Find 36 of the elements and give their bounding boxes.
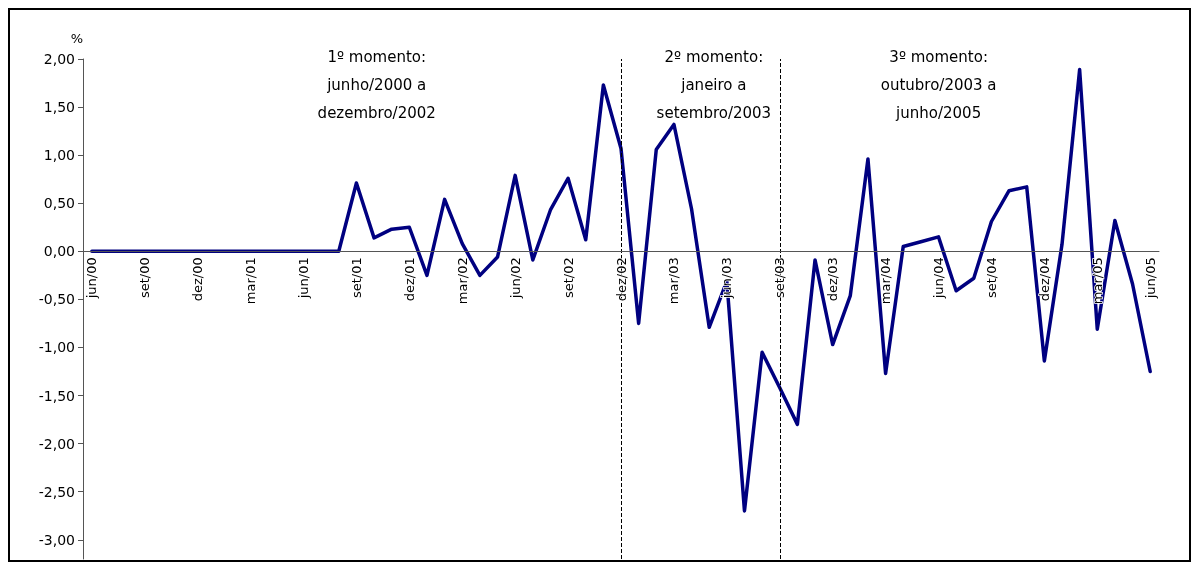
y-tick-label: -2,00 bbox=[38, 435, 75, 452]
x-tick-label: jun/03 bbox=[719, 257, 735, 300]
x-tick-label: set/02 bbox=[560, 257, 576, 299]
x-tick-label: set/00 bbox=[137, 257, 153, 299]
x-tick-label: mar/05 bbox=[1089, 257, 1105, 305]
x-tick-label: jun/05 bbox=[1142, 257, 1158, 300]
y-tick-label: -1,00 bbox=[38, 339, 75, 356]
x-tick-label: mar/02 bbox=[454, 257, 470, 305]
y-tick-label: 1,50 bbox=[43, 99, 75, 116]
y-tick-label: 1,00 bbox=[43, 147, 75, 164]
y-tick-label: -2,50 bbox=[38, 483, 75, 500]
x-tick-label: mar/01 bbox=[243, 257, 259, 305]
x-tick-label: dez/02 bbox=[613, 257, 629, 302]
x-tick-label: dez/01 bbox=[401, 257, 417, 302]
x-tick-label: dez/03 bbox=[825, 257, 841, 302]
y-tick-label: -1,50 bbox=[38, 387, 75, 404]
x-tick-label: mar/03 bbox=[666, 257, 682, 305]
x-tick-label: set/04 bbox=[983, 257, 999, 299]
x-tick-label: jun/02 bbox=[507, 257, 523, 300]
y-axis-title: % bbox=[70, 31, 83, 46]
x-tick-label: jun/01 bbox=[295, 257, 311, 300]
annotation: 3º momento: outubro/2003 a junho/2005 bbox=[880, 48, 997, 123]
y-tick-label: 0,50 bbox=[43, 195, 75, 212]
x-tick-label: dez/04 bbox=[1036, 257, 1052, 302]
x-tick-label: dez/00 bbox=[190, 257, 206, 302]
x-tick-label: set/03 bbox=[772, 257, 788, 299]
y-tick-label: 0,00 bbox=[43, 243, 75, 260]
y-tick-label: -0,50 bbox=[38, 291, 75, 308]
x-tick-label: set/01 bbox=[348, 257, 364, 299]
x-tick-label: jun/00 bbox=[84, 257, 100, 300]
y-tick-label: 2,00 bbox=[43, 51, 75, 67]
annotation: 2º momento: janeiro a setembro/2003 bbox=[656, 48, 772, 123]
x-tick-label: jun/04 bbox=[931, 257, 947, 300]
x-tick-label: mar/04 bbox=[878, 257, 894, 305]
y-tick-label: -3,00 bbox=[38, 531, 75, 548]
annotation: 1º momento: junho/2000 a dezembro/2002 bbox=[317, 48, 436, 123]
